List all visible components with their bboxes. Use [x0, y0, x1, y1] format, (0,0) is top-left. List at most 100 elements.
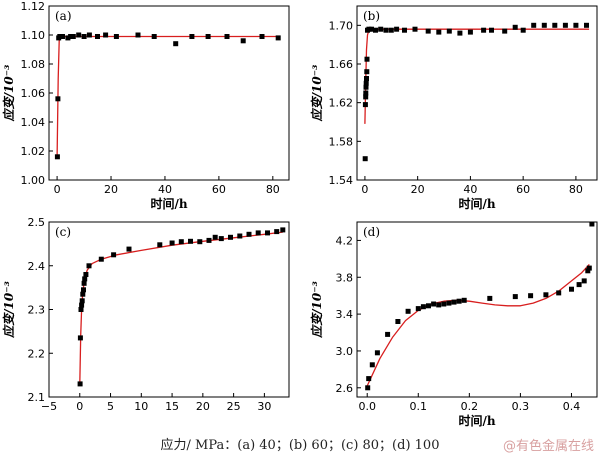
data-point — [405, 308, 411, 314]
data-point — [212, 234, 218, 240]
x-tick-label: 80 — [266, 183, 280, 196]
data-point — [157, 242, 163, 248]
data-point — [81, 280, 87, 286]
data-point — [169, 240, 175, 246]
data-point — [363, 84, 369, 90]
y-tick-label: 2.1 — [28, 391, 46, 404]
data-point — [86, 32, 92, 38]
x-tick-label: 5 — [107, 400, 114, 413]
x-tick-label: 0 — [54, 183, 61, 196]
data-point — [528, 293, 534, 299]
data-point — [366, 376, 372, 382]
y-tick-label: 1.04 — [21, 116, 46, 129]
data-point — [60, 34, 65, 39]
data-point — [426, 303, 431, 309]
panel-label: (c) — [55, 225, 71, 239]
data-point — [363, 80, 369, 86]
y-tick-label: 1.58 — [329, 135, 354, 148]
y-tick-label: 1.06 — [21, 87, 46, 100]
data-point — [81, 34, 87, 39]
data-point — [224, 34, 230, 39]
x-tick-label: 0.0 — [358, 400, 376, 413]
x-tick-label: 20 — [104, 183, 118, 196]
data-point — [70, 34, 76, 39]
data-point — [274, 229, 280, 235]
y-tick-label: 1.12 — [21, 0, 46, 13]
x-tick-label: 60 — [516, 183, 530, 196]
panel-label: (a) — [55, 9, 72, 23]
x-tick-label: 0.3 — [512, 400, 530, 413]
data-point — [581, 278, 587, 284]
y-tick-label: 1.62 — [329, 97, 354, 110]
data-point — [77, 335, 83, 341]
data-point — [189, 34, 195, 39]
data-point — [240, 38, 246, 44]
y-tick-label: 3.4 — [336, 308, 354, 321]
x-axis-label: 时间/h — [458, 196, 495, 211]
data-point — [585, 268, 591, 274]
data-point — [218, 236, 224, 242]
data-point — [111, 252, 117, 258]
data-point — [378, 26, 384, 32]
x-tick-label: 40 — [463, 183, 477, 196]
data-point — [188, 238, 193, 244]
fit-curve — [79, 231, 283, 384]
data-point — [436, 302, 442, 308]
data-point — [562, 22, 568, 28]
data-point — [366, 26, 372, 32]
data-point — [80, 291, 86, 297]
y-tick-label: 1.10 — [21, 29, 46, 42]
data-point — [205, 34, 211, 39]
data-point — [520, 27, 526, 33]
data-point — [394, 26, 400, 32]
data-point — [78, 307, 84, 312]
data-point — [237, 233, 243, 239]
data-point — [576, 282, 582, 288]
plot-frame — [356, 5, 598, 181]
y-tick-label: 2.2 — [28, 347, 46, 360]
x-tick-label: 20 — [196, 400, 210, 413]
data-point — [512, 24, 518, 30]
data-point — [441, 301, 447, 307]
data-point — [369, 26, 374, 32]
y-tick-label: 1.54 — [329, 174, 354, 187]
data-point — [489, 27, 494, 33]
data-point — [81, 287, 86, 293]
data-point — [259, 34, 265, 39]
data-point — [369, 362, 375, 368]
data-point — [461, 297, 467, 303]
data-point — [543, 292, 549, 298]
x-tick-label: 0 — [76, 400, 83, 413]
data-point — [362, 102, 368, 108]
x-tick-label: 10 — [134, 400, 148, 413]
data-point — [431, 301, 437, 307]
data-point — [54, 154, 60, 160]
data-point — [228, 234, 233, 240]
data-point — [365, 385, 371, 391]
data-point — [65, 35, 71, 41]
y-tick-label: 1.70 — [329, 19, 354, 32]
data-point — [86, 263, 92, 269]
data-point — [467, 29, 473, 35]
fit-curve — [364, 28, 590, 124]
data-point — [280, 227, 286, 233]
data-point — [98, 256, 104, 262]
data-point — [57, 34, 63, 39]
data-point — [79, 302, 85, 308]
data-point — [151, 34, 157, 39]
data-point — [569, 286, 574, 292]
data-point — [206, 237, 212, 243]
data-point — [573, 22, 579, 28]
figure-caption: 应力/ MPa：(a) 40；(b) 60；(c) 80；(d) 100 — [160, 438, 440, 453]
panel-label: (d) — [363, 225, 380, 239]
data-point — [275, 35, 281, 41]
data-point — [135, 32, 141, 38]
chart-panel-2: −5 0 5 10 15 20 25 30 2.1 2.2 2.3 2.4 2.5 (c) 应变/10⁻³ — [2, 216, 290, 413]
data-point — [265, 230, 270, 236]
data-point — [415, 306, 421, 312]
x-tick-label: 0.2 — [461, 400, 479, 413]
x-axis-label: 时间/h — [458, 413, 495, 428]
plot-frame — [48, 5, 290, 181]
y-tick-label: 2.4 — [28, 260, 46, 273]
